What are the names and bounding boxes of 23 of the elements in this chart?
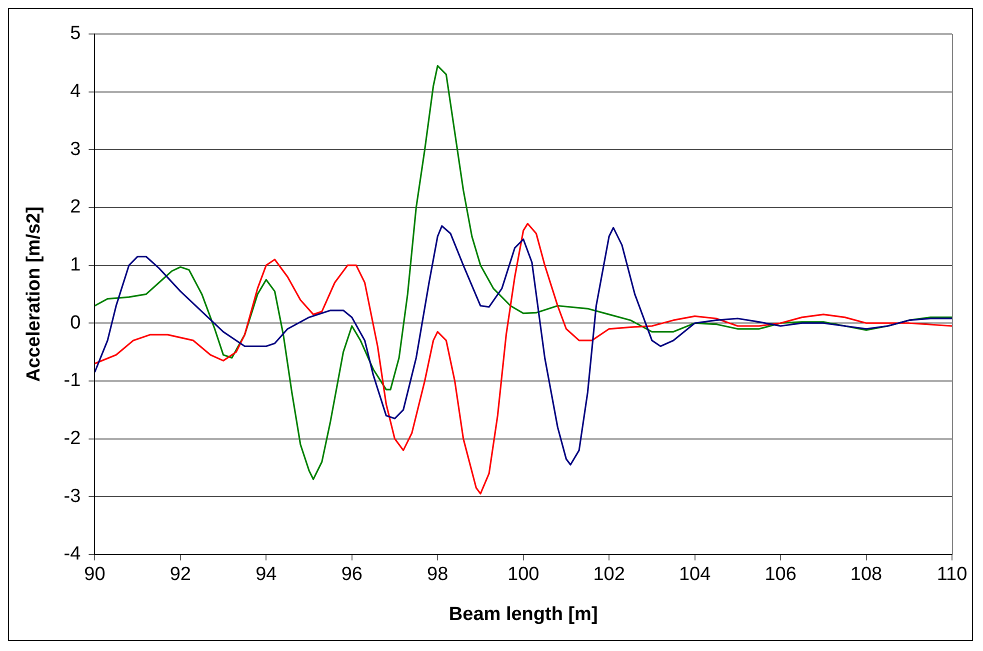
y-tick-label: -1 (64, 370, 81, 392)
x-tick-label: 100 (507, 564, 540, 586)
x-tick-label: 108 (850, 564, 882, 586)
x-tick-label: 102 (593, 564, 625, 586)
y-tick-label: -3 (64, 486, 81, 507)
y-axis-title: Acceleration [m/s2] (24, 206, 45, 382)
y-tick-label: 1 (70, 254, 81, 276)
y-tick-label: -4 (64, 544, 82, 565)
x-tick-label: 96 (341, 564, 362, 586)
y-tick-label: 2 (70, 196, 81, 218)
x-tick-label: 110 (936, 564, 968, 586)
x-axis-title: Beam length [m] (448, 604, 598, 625)
y-tick-label: 0 (70, 312, 81, 334)
x-tick-label: 92 (170, 564, 191, 586)
y-tick-label: 3 (70, 138, 81, 160)
y-tick-label: 5 (70, 23, 81, 44)
y-tick-label: -2 (64, 428, 81, 449)
x-tick-label: 90 (84, 564, 106, 586)
y-tick-label: 4 (70, 81, 82, 102)
x-tick-label: 104 (678, 564, 712, 586)
x-tick-label: 94 (256, 564, 278, 586)
x-tick-label: 98 (427, 564, 448, 586)
x-tick-label: 106 (764, 564, 796, 586)
